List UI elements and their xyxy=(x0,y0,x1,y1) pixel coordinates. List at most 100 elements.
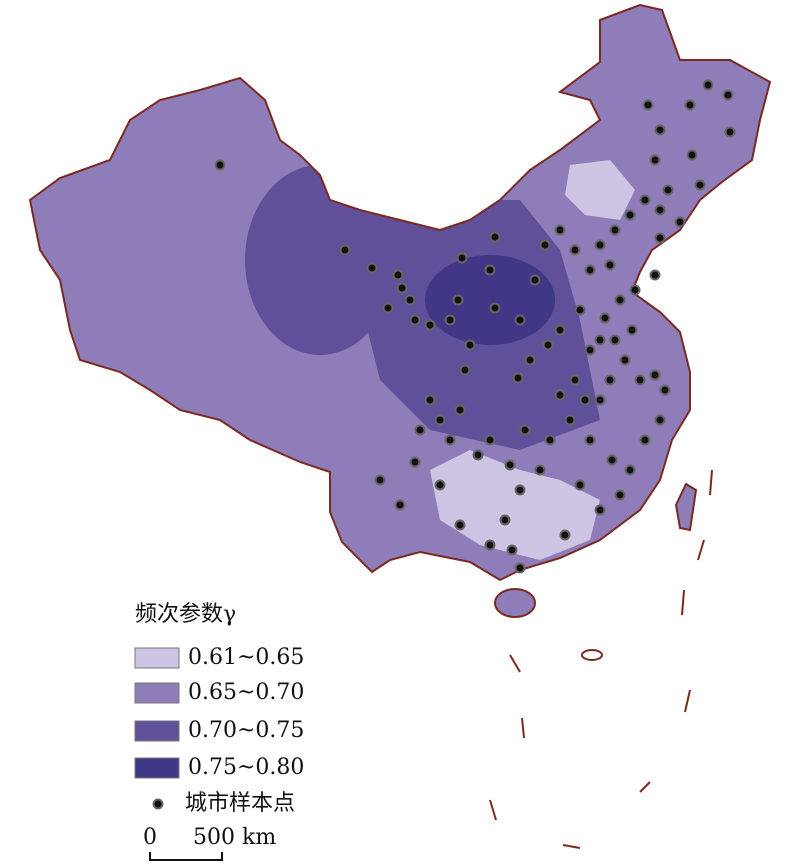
city-point xyxy=(544,434,556,446)
city-point xyxy=(639,194,651,206)
legend-label: 0.65~0.70 xyxy=(188,680,304,705)
city-point xyxy=(686,149,698,161)
city-point xyxy=(684,99,696,111)
city-point xyxy=(564,414,576,426)
city-point xyxy=(409,314,421,326)
city-point xyxy=(394,499,406,511)
island xyxy=(674,482,698,532)
city-point xyxy=(514,314,526,326)
city-point xyxy=(514,484,526,496)
city-point xyxy=(452,294,464,306)
city-point xyxy=(594,504,606,516)
city-point xyxy=(434,479,446,491)
city-point xyxy=(639,434,651,446)
city-point xyxy=(539,239,551,251)
city-point xyxy=(694,179,706,191)
scale-label: 0 xyxy=(143,825,157,850)
city-point xyxy=(594,394,606,406)
city-point xyxy=(459,364,471,376)
city-point xyxy=(464,339,476,351)
city-point xyxy=(654,232,666,244)
city-point xyxy=(584,264,596,276)
city-point xyxy=(654,204,666,216)
city-point xyxy=(454,519,466,531)
region xyxy=(245,165,395,355)
city-points xyxy=(214,79,736,574)
city-point xyxy=(519,424,531,436)
city-point xyxy=(456,252,468,264)
city-point xyxy=(606,454,618,466)
city-point xyxy=(594,334,606,346)
legend-points-label: 城市样本点 xyxy=(185,791,295,816)
legend-swatch xyxy=(134,647,180,669)
city-point xyxy=(649,269,661,281)
city-point xyxy=(484,539,496,551)
city-point xyxy=(554,324,566,336)
city-point xyxy=(404,294,416,306)
city-point xyxy=(506,544,518,556)
city-point xyxy=(504,459,516,471)
legend-label: 0.61~0.65 xyxy=(188,645,304,670)
city-point xyxy=(599,312,611,324)
city-point xyxy=(654,414,666,426)
city-point xyxy=(529,274,541,286)
legend: 0.61~0.65 0.65~0.70 0.70~0.75 0.75~0.80 xyxy=(134,645,304,780)
city-point xyxy=(649,154,661,166)
city-point xyxy=(534,464,546,476)
city-point xyxy=(392,269,404,281)
legend-label: 0.75~0.80 xyxy=(188,755,304,780)
city-point xyxy=(409,456,421,468)
city-point xyxy=(604,374,616,386)
city-point xyxy=(499,514,511,526)
city-point xyxy=(414,424,426,436)
city-point xyxy=(484,434,496,446)
city-point xyxy=(382,302,394,314)
city-point xyxy=(642,99,654,111)
boundary-dashes xyxy=(489,469,713,849)
city-point xyxy=(624,464,636,476)
city-point xyxy=(489,231,501,243)
city-point xyxy=(649,369,661,381)
city-point xyxy=(609,224,621,236)
city-point xyxy=(619,354,631,366)
city-point xyxy=(424,319,436,331)
city-point xyxy=(444,434,456,446)
city-point xyxy=(554,224,566,236)
city-point xyxy=(489,302,501,314)
city-point xyxy=(514,562,526,574)
region xyxy=(565,160,635,220)
city-point xyxy=(396,282,408,294)
city-point xyxy=(584,344,596,356)
city-point xyxy=(724,126,736,138)
legend-point xyxy=(152,798,164,810)
city-point xyxy=(574,304,586,316)
city-point xyxy=(629,284,641,296)
city-point xyxy=(366,262,378,274)
island xyxy=(494,588,536,618)
city-point xyxy=(424,394,436,406)
city-point xyxy=(624,209,636,221)
city-point xyxy=(626,324,638,336)
region xyxy=(430,450,600,560)
city-point xyxy=(569,244,581,256)
city-point xyxy=(454,404,466,416)
scale-bar xyxy=(149,852,223,861)
city-point xyxy=(654,124,666,136)
city-point xyxy=(339,244,351,256)
city-point xyxy=(554,389,566,401)
city-point xyxy=(634,374,646,386)
city-point xyxy=(722,89,734,101)
city-point xyxy=(662,184,674,196)
city-point xyxy=(702,79,714,91)
city-point xyxy=(614,489,626,501)
city-point xyxy=(579,394,591,406)
island xyxy=(581,649,603,661)
city-point xyxy=(604,259,616,271)
city-point xyxy=(444,314,456,326)
city-point xyxy=(484,264,496,276)
legend-swatch xyxy=(134,757,180,779)
city-point xyxy=(574,479,586,491)
city-point xyxy=(374,474,386,486)
city-point xyxy=(434,414,446,426)
city-point xyxy=(584,434,596,446)
